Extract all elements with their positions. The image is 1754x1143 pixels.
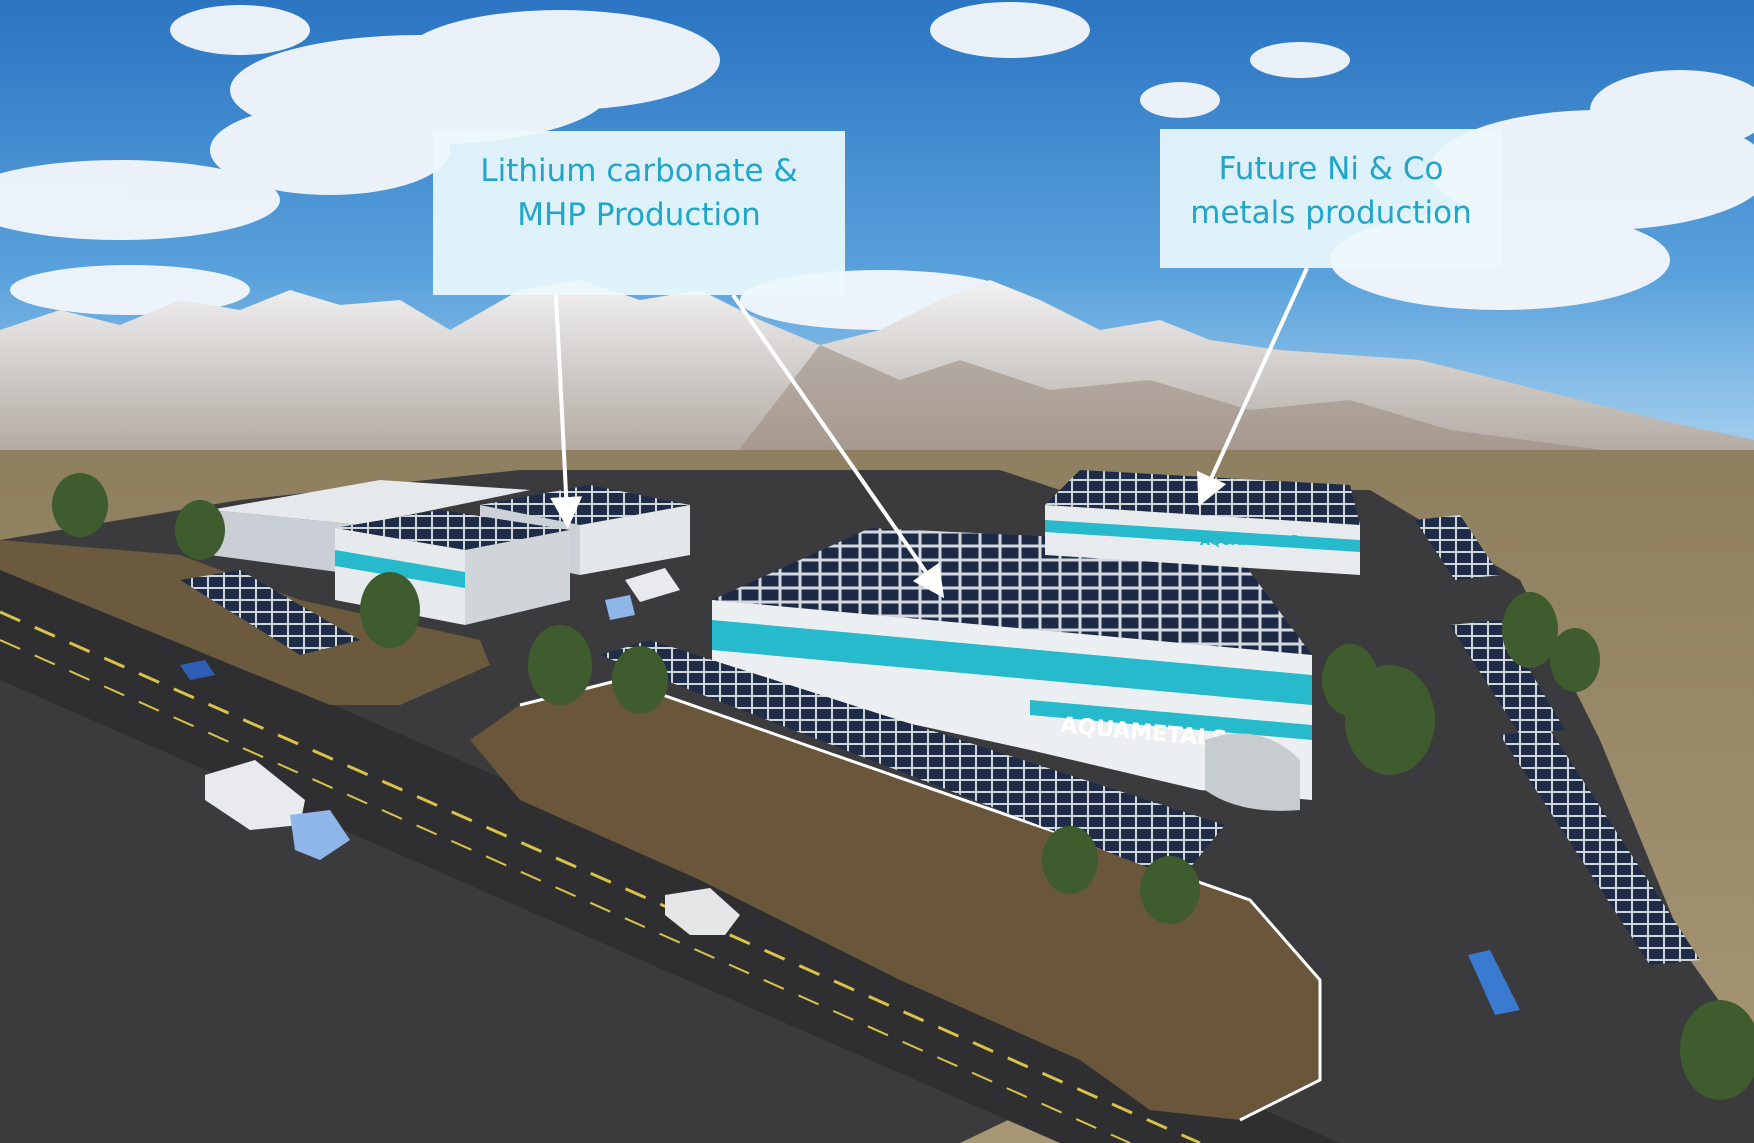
carport-right-2 [1500, 730, 1700, 965]
building-1-front [580, 505, 690, 575]
callout-2-line-2: metals production [1190, 195, 1472, 231]
carport-left [180, 570, 360, 655]
semi-truck-road [205, 760, 350, 860]
building-2-side [465, 530, 570, 625]
greenhouse-roof [210, 480, 530, 525]
carport-right-1 [1450, 620, 1565, 735]
callout-2-line-1: Future Ni & Co [1218, 151, 1444, 187]
logo-mark [1205, 733, 1300, 811]
car-right [1468, 950, 1520, 1015]
building-4-stripe [1045, 520, 1360, 552]
landscape-island-center [470, 680, 1320, 1120]
carport-right-top [1415, 515, 1500, 580]
callout-lithium-production: Lithium carbonate & MHP Production [433, 131, 845, 295]
building-3-stripe [712, 620, 1312, 705]
landscape-island-left [0, 540, 490, 705]
callout-arrows [550, 267, 1309, 599]
arrow-to-building-1 [550, 294, 583, 529]
carport-center [600, 640, 1225, 880]
trees [52, 473, 1754, 1100]
building-logo-back: AQUAMETALS [1200, 534, 1299, 549]
callout-future-metals: Future Ni & Co metals production [1160, 129, 1502, 268]
semi-truck-site [605, 568, 680, 620]
building-2-stripe [335, 550, 465, 588]
arrow-to-building-3 [731, 293, 945, 599]
arrow-to-building-4 [1197, 267, 1309, 507]
car-road [180, 660, 215, 680]
pickup-truck [665, 888, 740, 935]
highway-center-line [0, 610, 1201, 1143]
building-1-roof [480, 485, 690, 525]
highway-edge-line [0, 639, 1131, 1143]
building-3-stripe-lower [1030, 700, 1312, 740]
greenhouse-side [210, 510, 360, 575]
building-2-roof [335, 510, 570, 550]
callout-1-line-2: MHP Production [517, 197, 761, 233]
callout-1-line-1: Lithium carbonate & [480, 153, 798, 189]
